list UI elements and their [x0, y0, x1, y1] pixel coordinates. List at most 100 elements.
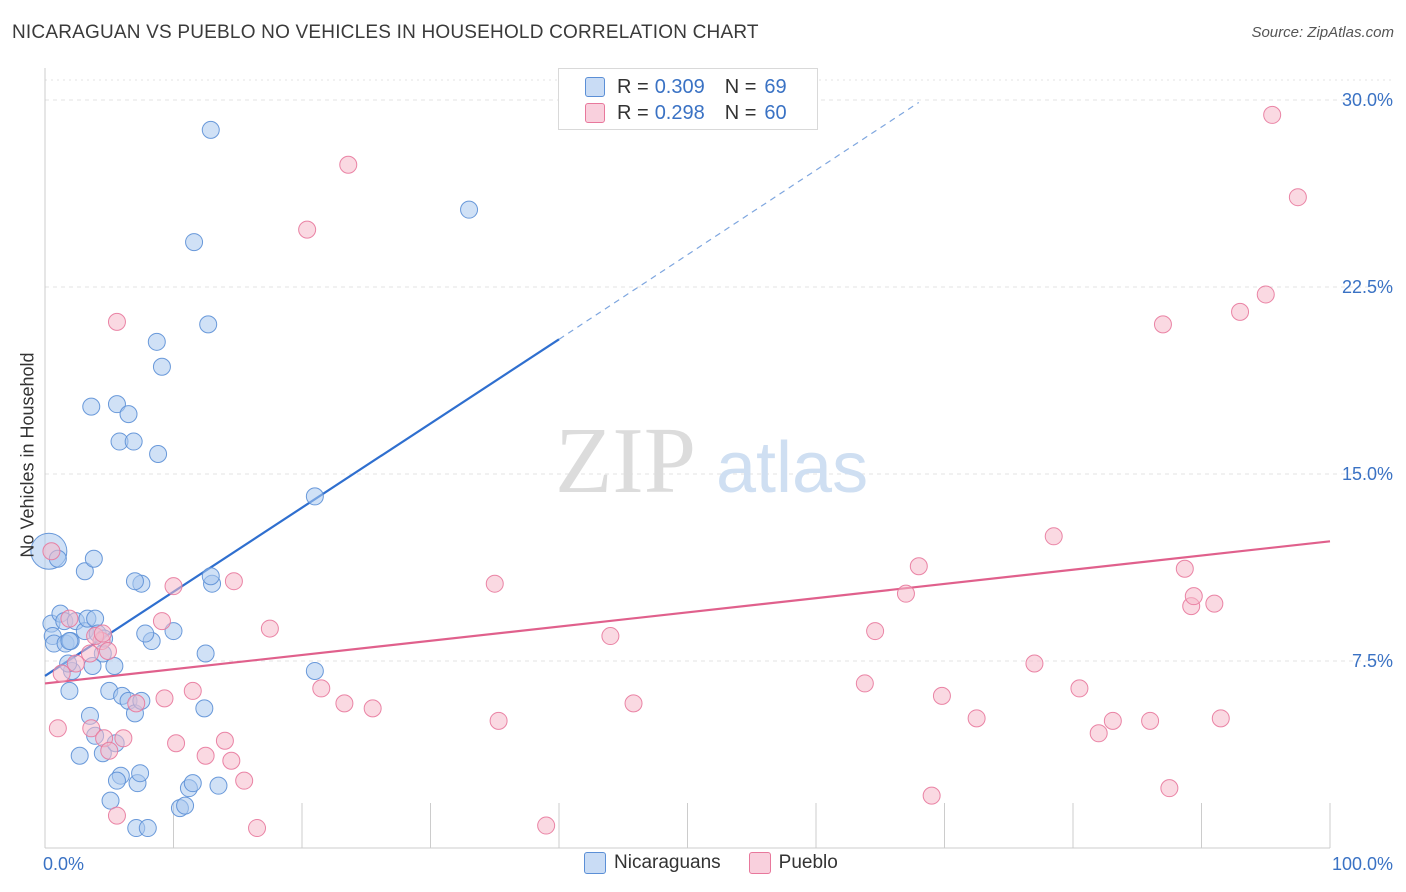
pueblo-point [1175, 559, 1194, 578]
legend-label-pueblo: Pueblo [778, 852, 838, 873]
pueblo-point [1044, 527, 1063, 546]
source-credit: Source: ZipAtlas.com [1251, 24, 1394, 41]
pueblo-point [215, 731, 234, 750]
nicaraguan-point [164, 622, 183, 641]
nicaraguan-point [119, 405, 138, 424]
legend-item-pueblo: Pueblo [748, 852, 838, 874]
pueblo-point [601, 627, 620, 646]
pueblo-point [624, 694, 643, 713]
legend-row-nicaraguans: R = 0.309 N = 69 [585, 75, 787, 99]
pueblo-point [80, 644, 99, 663]
pueblo-point [1141, 711, 1160, 730]
pueblo-point [42, 542, 61, 561]
pueblo-point [260, 619, 279, 638]
pueblo-point [335, 694, 354, 713]
nicaraguan-point [152, 357, 171, 376]
legend-item-nicaraguans: Nicaraguans [584, 852, 721, 874]
pueblo-point [932, 686, 951, 705]
legend-label-nicaraguans: Nicaraguans [614, 852, 721, 873]
nicaraguan-point [201, 120, 220, 139]
legend-n-label: N = [724, 101, 757, 124]
legend-r-value: 0.298 [654, 101, 705, 124]
nicaraguan-point [105, 656, 124, 675]
pueblo-point [1231, 302, 1250, 321]
x-tick-label: 0.0% [43, 854, 84, 874]
nicaraguan-trend-extension [558, 101, 920, 340]
legend-row-pueblo: R = 0.298 N = 60 [585, 101, 787, 125]
nicaraguan-point [149, 445, 168, 464]
pueblo-point [1211, 709, 1230, 728]
pueblo-point [909, 557, 928, 576]
pueblo-point [127, 694, 146, 713]
pueblo-point [1160, 779, 1179, 798]
nicaraguan-point [136, 624, 155, 643]
pueblo-point [1205, 594, 1224, 613]
pueblo-trend-line [44, 540, 1331, 685]
y-tick-label: 7.5% [1352, 651, 1393, 671]
pueblo-point [114, 729, 133, 748]
legend-n-value: 60 [764, 101, 787, 124]
pueblo-point [98, 642, 117, 661]
y-tick-label: 30.0% [1342, 90, 1393, 110]
pueblo-point [48, 719, 67, 738]
nicaraguan-point [107, 395, 126, 414]
axis-layer [44, 68, 1331, 849]
nicaraguan-point [305, 487, 324, 506]
pueblo-point [922, 786, 941, 805]
nicaraguan-point [125, 572, 144, 591]
pueblo-point [1153, 315, 1172, 334]
pueblo-point [1103, 711, 1122, 730]
pueblo-point [363, 699, 382, 718]
pueblo-point [312, 679, 331, 698]
y-tick-label: 22.5% [1342, 277, 1393, 297]
nicaraguan-point [147, 332, 166, 351]
pueblo-point [152, 612, 171, 631]
pueblo-point [1089, 724, 1108, 743]
pueblo-point [60, 609, 79, 628]
pueblo-point [107, 312, 126, 331]
pueblo-point [537, 816, 556, 835]
nicaraguan-point [86, 609, 105, 628]
pueblo-point [167, 734, 186, 753]
pueblo-point [298, 220, 317, 239]
x-tick-label: 100.0% [1332, 854, 1393, 874]
pueblo-point [155, 689, 174, 708]
pueblo-point [66, 654, 85, 673]
series-legend: Nicaraguans Pueblo [584, 852, 866, 874]
pueblo-point [489, 711, 508, 730]
pueblo-point [224, 572, 243, 591]
pueblo-point [866, 622, 885, 641]
legend-r-label: R = [617, 101, 649, 124]
pueblo-point [485, 574, 504, 593]
pueblo-point [248, 819, 267, 838]
pueblo-point [222, 751, 241, 770]
pueblo-point [339, 155, 358, 174]
nicaraguan-point [183, 774, 202, 793]
nicaraguan-point [305, 661, 324, 680]
pueblo-point [82, 719, 101, 738]
pueblo-point [52, 664, 71, 683]
pueblo-point [896, 584, 915, 603]
points-layer [30, 105, 1307, 838]
y-axis-label: No Vehicles in Household [17, 352, 38, 558]
y-tick-label: 15.0% [1342, 464, 1393, 484]
tick-label-layer: 7.5% 15.0% 22.5% 30.0% 0.0% 100.0% [43, 90, 1393, 874]
chart-title: NICARAGUAN VS PUEBLO NO VEHICLES IN HOUS… [12, 22, 759, 43]
pueblo-point [196, 746, 215, 765]
pueblo-point [967, 709, 986, 728]
nicaraguan-point [176, 796, 195, 815]
nicaraguan-point [60, 632, 79, 651]
nicaraguan-point [138, 819, 157, 838]
nicaraguan-point [124, 432, 143, 451]
pueblo-point [1184, 587, 1203, 606]
nicaraguan-point [201, 567, 220, 586]
legend-swatch-blue [585, 77, 605, 97]
legend-swatch-blue [584, 852, 606, 874]
pueblo-point [235, 771, 254, 790]
stats-legend: R = 0.309 N = 69 R = 0.298 N = 60 [558, 68, 818, 130]
pueblo-point [1070, 679, 1089, 698]
pueblo-point [1263, 105, 1282, 124]
pueblo-point [107, 806, 126, 825]
nicaraguan-point [101, 791, 120, 810]
